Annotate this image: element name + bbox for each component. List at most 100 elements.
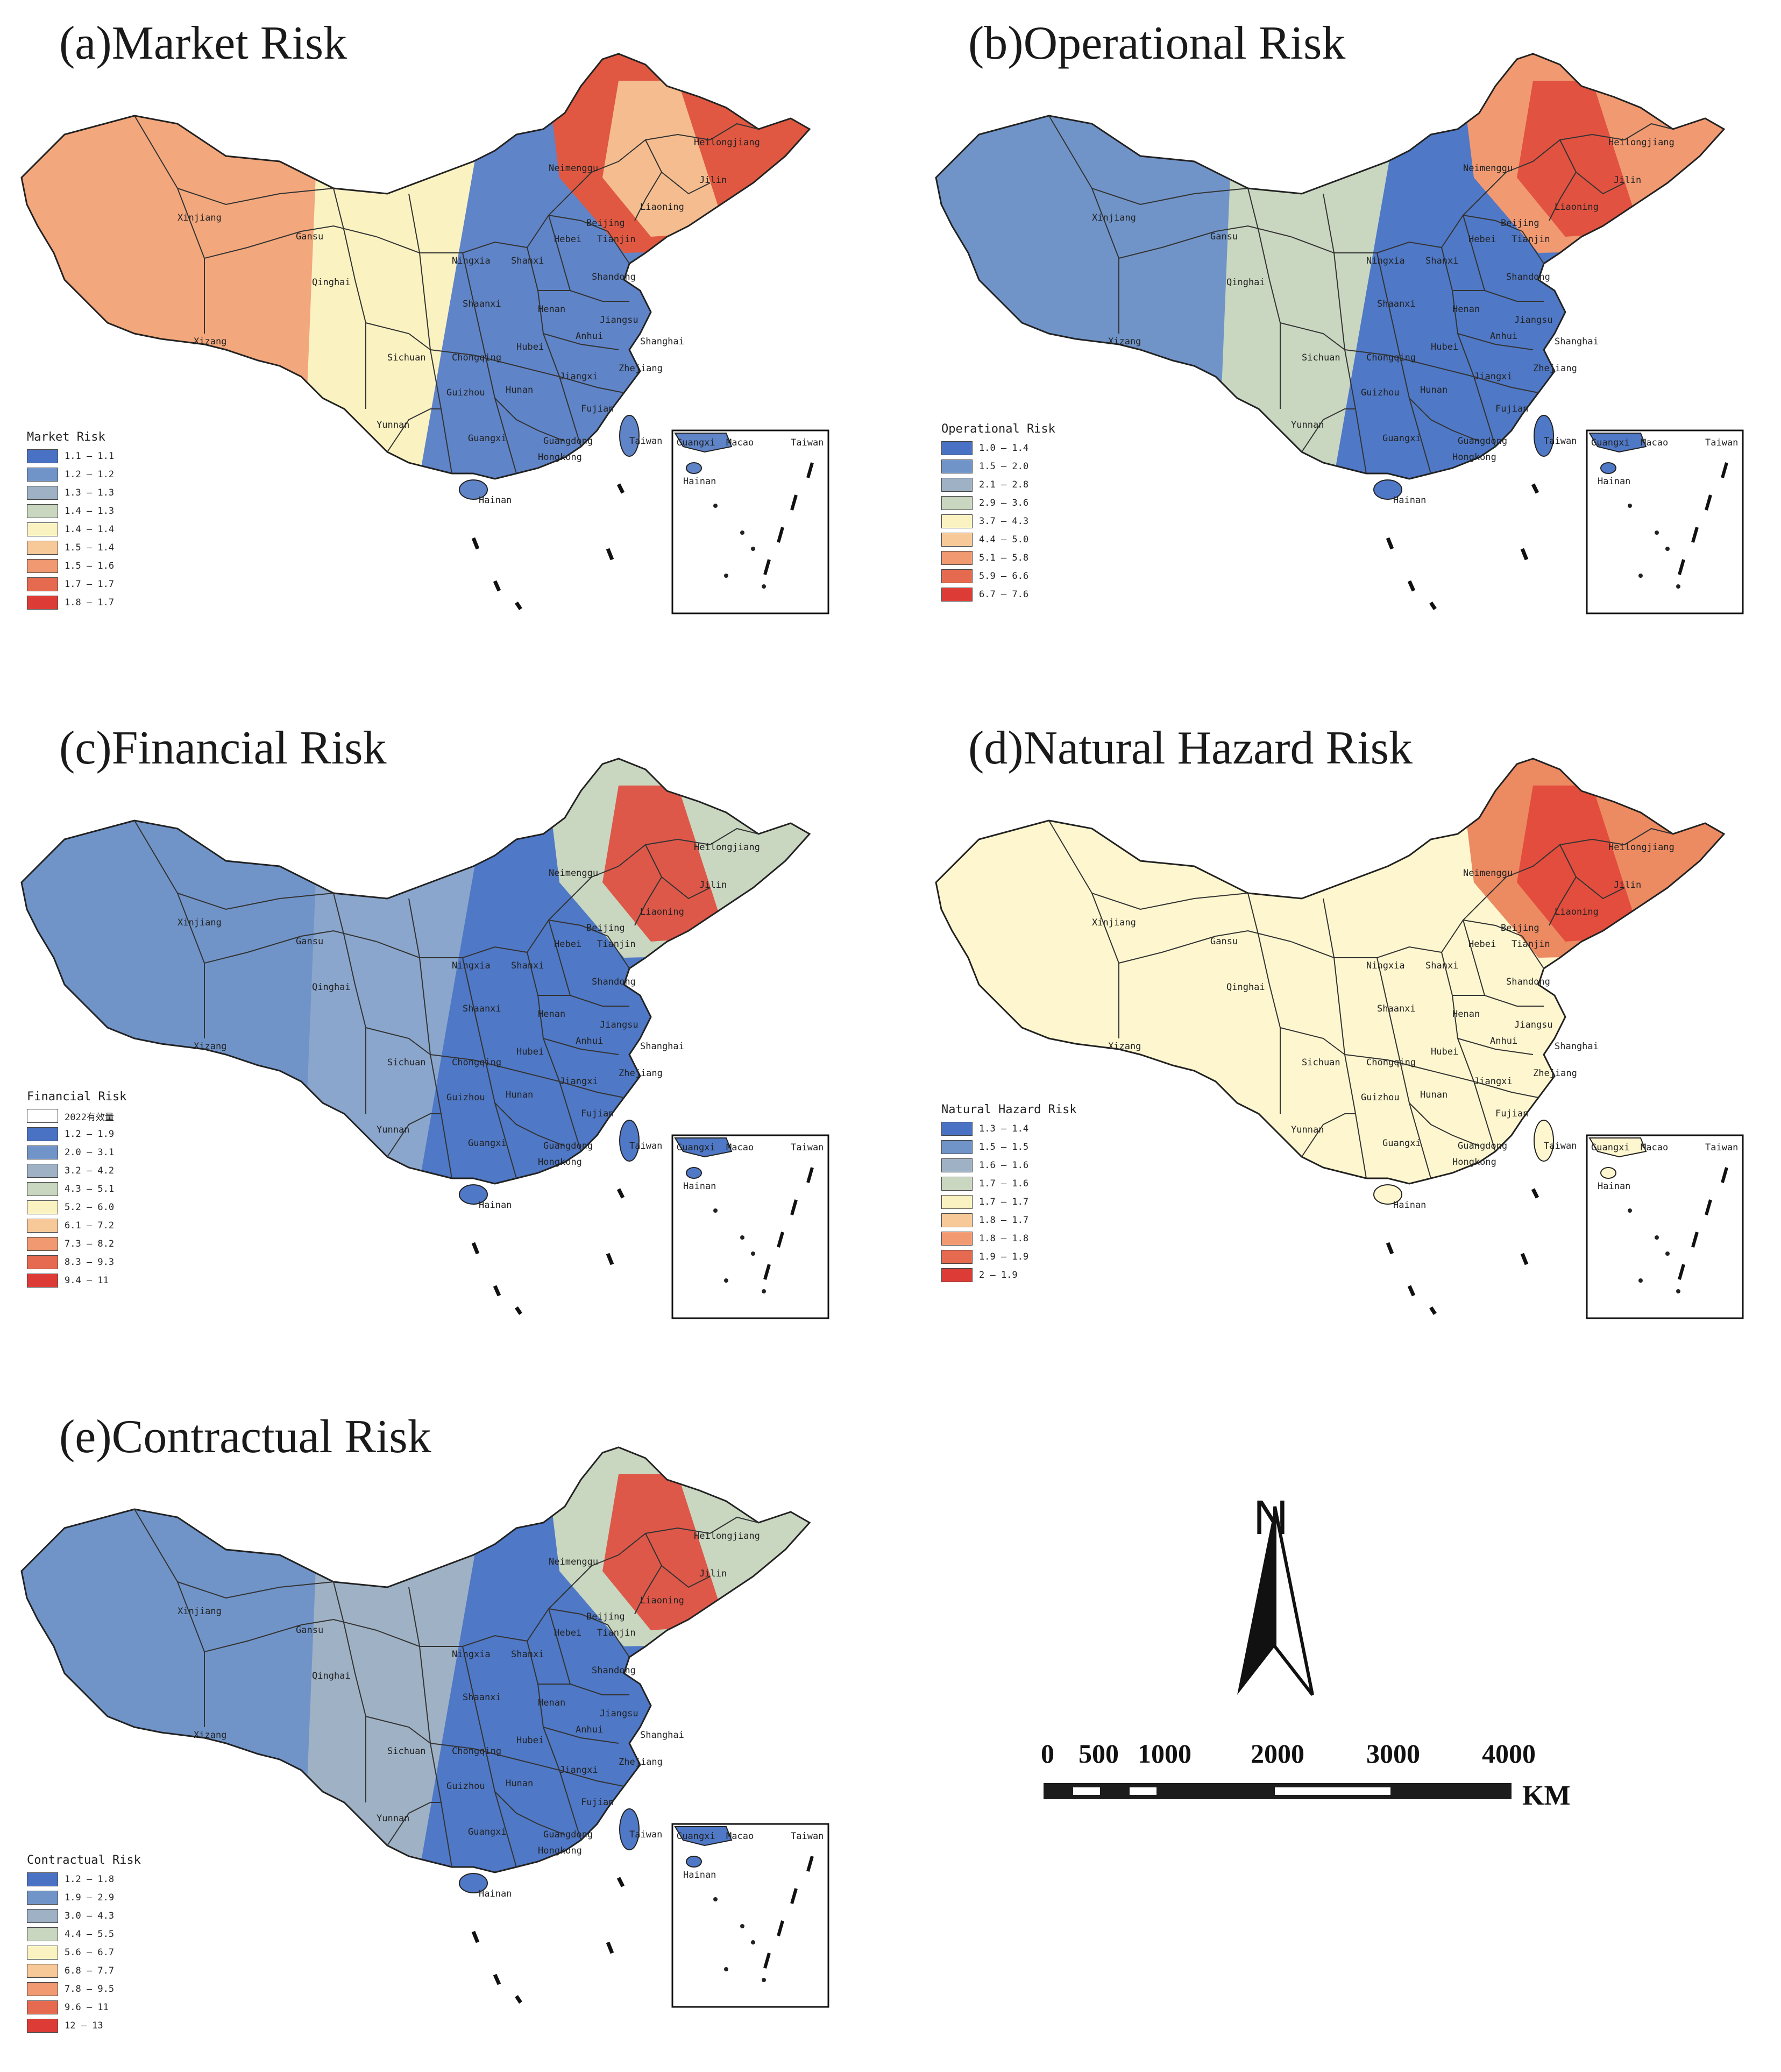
province-border [1452,290,1544,302]
legend-item: 2.0 — 3.1 [27,1143,126,1162]
taiwan-island [619,1808,640,1850]
province-border [709,123,759,140]
inset-label-guangxi: Guangxi [677,1831,715,1842]
legend-item: 1.7 — 1.7 [941,1193,1077,1211]
dash-line [606,1253,614,1265]
legend-item: 1.6 — 1.6 [941,1156,1077,1175]
legend-swatch [27,1219,58,1233]
legend-label: 4.4 — 5.0 [979,534,1029,545]
province-border [387,1802,441,1846]
legend-item: 9.6 — 11 [27,1998,141,2017]
legend-item: 2 — 1.9 [941,1266,1077,1284]
province-label-jilin: Jilin [1614,880,1641,890]
province-label-shanxi: Shanxi [1425,256,1458,266]
legend-item: 4.4 — 5.0 [941,531,1055,549]
legend-item: 1.4 — 1.3 [27,502,114,520]
province-border [1118,225,1292,259]
legend-label: 2022有效量 [65,1112,114,1123]
dash-line [1386,1242,1394,1255]
dash-line [606,1941,614,1954]
province-label-henan: Henan [1452,1009,1480,1020]
province-label-hainan: Hainan [479,1889,512,1899]
south-china-sea-inset [671,1823,829,2008]
panel-financial-risk: (c)Financial Risk Xinjiang Xizang Qinghai G… [0,705,888,1372]
legend-swatch [941,551,973,565]
legend-label: 1.5 — 1.5 [979,1142,1029,1152]
province-label-shanghai: Shanghai [640,1730,684,1741]
province-border [1376,252,1431,474]
dash-line [1386,537,1394,550]
legend-label: 7.3 — 8.2 [65,1239,115,1249]
inset-label-hainan: Hainan [683,1181,716,1192]
province-label-sichuan: Sichuan [387,352,426,363]
province-label-hunan: Hunan [506,385,533,395]
legend-label: 1.5 — 1.6 [65,561,115,571]
province-label-qinghai: Qinghai [1226,982,1265,993]
province-label-xizang: Xizang [194,1041,226,1052]
legend-swatch [941,478,973,492]
province-label-guangxi: Guangxi [468,1138,507,1149]
province-border [177,188,334,206]
scale-tick-1000: 1000 [1138,1738,1191,1769]
legend-swatch [27,1164,58,1178]
province-border [543,1038,619,1055]
province-label-fujian: Fujian [581,1108,614,1119]
province-label-shanxi: Shanxi [1425,960,1458,971]
province-label-tianjin: Tianjin [597,939,636,950]
province-border [1559,139,1625,195]
province-label-beijing: Beijing [586,218,625,229]
province-border [408,1587,452,1868]
province-border [430,349,560,377]
legend-item: 1.2 — 1.9 [27,1125,126,1143]
scale-unit: KM [1522,1780,1571,1811]
province-label-guizhou: Guizhou [1361,387,1400,398]
province-label-guizhou: Guizhou [1361,1092,1400,1103]
province-border [559,1770,625,1787]
province-label-hubei: Hubei [516,1046,544,1057]
legend-item: 6.8 — 7.7 [27,1962,141,1980]
province-label-chongqing: Chongqing [452,1746,501,1757]
province-label-shandong: Shandong [592,1665,636,1676]
province-border [1344,349,1474,377]
province-label-tianjin: Tianjin [597,234,636,245]
province-border [1624,123,1673,140]
legend-item: 5.1 — 5.8 [941,549,1055,567]
dash-line [1531,483,1539,494]
legend-label: 4.3 — 5.1 [65,1184,115,1194]
legend-label: 1.4 — 1.3 [65,506,115,517]
legend-item: 2.1 — 2.8 [941,476,1055,494]
province-label-xinjiang: Xinjiang [178,917,222,928]
province-border [709,828,759,845]
province-label-gansu: Gansu [296,1625,323,1636]
panel-natural-hazard-risk: (d)Natural Hazard Risk Xinjiang Xizang Qin… [914,705,1781,1372]
legend-item: 7.3 — 8.2 [27,1235,126,1253]
legend-item: 1.1 — 1.1 [27,447,114,465]
legend-title: Financial Risk [27,1090,127,1104]
legend-label: 1.2 — 1.9 [65,1129,115,1140]
legend-swatch [941,1140,973,1154]
legend-label: 1.3 — 1.4 [979,1123,1029,1134]
province-border [527,1565,592,1642]
province-label-beijing: Beijing [586,1611,625,1622]
province-label-taiwan: Taiwan [629,1141,662,1151]
province-label-hebei: Hebei [554,939,581,950]
legend-swatch [27,504,58,518]
province-border [1549,172,1577,221]
legend-item: 1.3 — 1.4 [941,1120,1077,1138]
china-map: Xinjiang Xizang Qinghai Gansu Neimenggu Heilo… [935,758,1744,1319]
province-border [1452,995,1544,1007]
dash-line [1520,548,1529,561]
inset-label-taiwan: Taiwan [791,437,824,448]
province-border [365,1716,431,1744]
legend-item: 9.4 — 11 [27,1271,126,1290]
province-label-hongkong: Hongkong [538,1845,582,1856]
legend-title: Operational Risk [941,422,1055,436]
province-label-shaanxi: Shaanxi [463,299,501,309]
province-label-zhejiang: Zhejiang [619,363,663,374]
province-border [1463,215,1485,291]
province-label-jiangxi: Jiangxi [559,1076,598,1087]
dash-line [1520,1253,1529,1265]
legend-swatch [27,1891,58,1905]
legend-label: 8.3 — 9.3 [65,1257,115,1268]
province-border [1457,1038,1534,1055]
